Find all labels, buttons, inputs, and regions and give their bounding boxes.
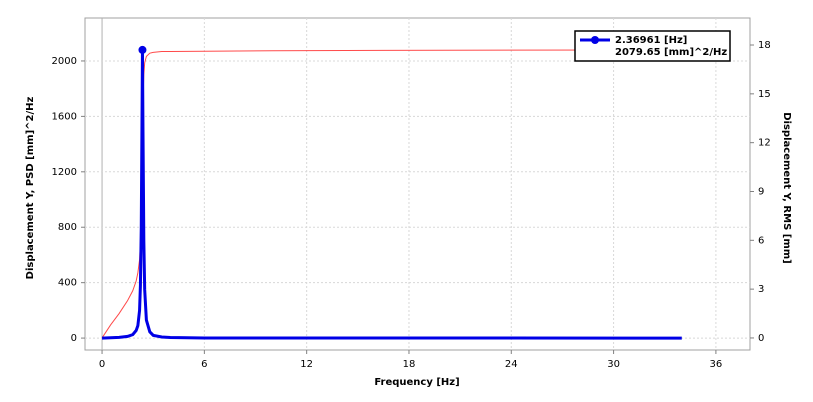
- y2-tick-label: 15: [758, 89, 771, 100]
- plot-area: [84, 17, 751, 351]
- x-tick-label: 12: [300, 359, 313, 370]
- cursor-marker: [138, 45, 147, 54]
- series-line: [102, 49, 682, 340]
- legend-label: 2.36961 [Hz]: [615, 35, 687, 46]
- y2-tick-label: 9: [758, 186, 764, 197]
- y-tick-label: 2000: [52, 56, 77, 67]
- y-tick-label: 400: [58, 278, 77, 289]
- x-tick-label: 30: [607, 359, 620, 370]
- x-tick-label: 6: [201, 359, 207, 370]
- x-tick-label: 36: [710, 359, 723, 370]
- legend-box: [574, 30, 731, 62]
- y2-tick-label: 6: [758, 235, 764, 246]
- x-tick-label: 18: [403, 359, 416, 370]
- y-axis-label: Displacement Y, PSD [mm]^2/Hz: [25, 97, 36, 280]
- y2-tick-label: 12: [758, 138, 771, 149]
- legend-swatch-dot: [591, 36, 599, 44]
- y2-tick-label: 0: [758, 333, 764, 344]
- y2-tick-label: 3: [758, 284, 764, 295]
- y-tick-label: 0: [71, 333, 77, 344]
- x-axis-label: Frequency [Hz]: [374, 377, 459, 388]
- y2-tick-label: 18: [758, 40, 771, 51]
- y-tick-label: 1200: [52, 167, 77, 178]
- x-tick-label: 24: [505, 359, 518, 370]
- y-tick-label: 800: [58, 222, 77, 233]
- x-tick-label: 0: [99, 359, 105, 370]
- y-tick-label: 1600: [52, 111, 77, 122]
- legend-label: 2079.65 [mm]^2/Hz: [615, 47, 727, 58]
- y2-axis-label: Displacement Y, RMS [mm]: [781, 112, 792, 264]
